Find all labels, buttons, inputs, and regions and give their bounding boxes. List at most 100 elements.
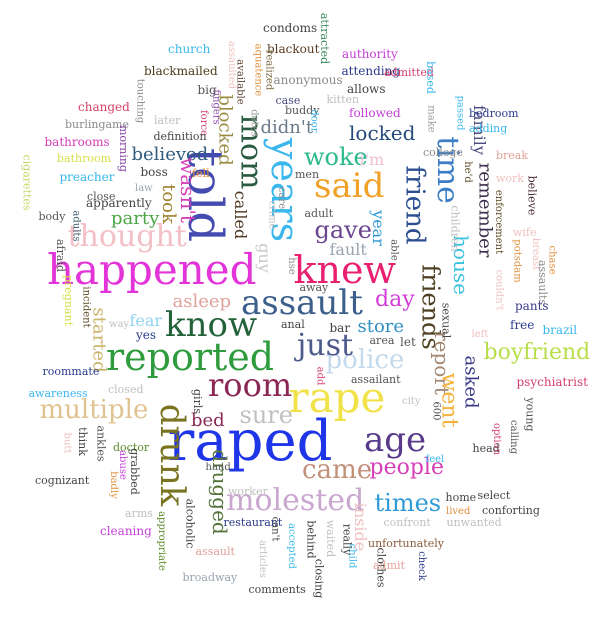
word-articles: articles — [256, 540, 268, 578]
word-bed: bed — [191, 410, 225, 431]
word-badly: badly — [107, 471, 119, 499]
word-followed: followed — [349, 106, 401, 120]
word-kitten: kitten — [326, 92, 360, 106]
word-law: law — [135, 183, 153, 194]
word-party: party — [111, 208, 160, 229]
word-incident: incident — [80, 286, 92, 328]
word-allows: allows — [347, 82, 386, 96]
word-unfortunately: unfortunately — [368, 536, 444, 550]
word-people: people — [369, 455, 445, 480]
word-raped: raped — [167, 409, 333, 474]
word-morning: morning — [116, 124, 130, 172]
word-men: men — [295, 167, 320, 181]
word-locked: locked — [349, 121, 416, 145]
word-afraid: afraid — [53, 238, 67, 272]
word-adding: adding — [469, 121, 508, 135]
word-yes: yes — [136, 328, 157, 342]
word-believed: believed — [131, 144, 209, 165]
word-aquatence: aquatence — [251, 43, 263, 97]
word-adults: adults — [70, 210, 82, 242]
word-cleaning: cleaning — [100, 524, 152, 538]
word-behind: behind — [304, 519, 318, 559]
word-check: check — [415, 551, 427, 581]
word-changed: changed — [78, 100, 130, 114]
word-brazil: brazil — [542, 323, 578, 337]
word-authority: authority — [342, 47, 398, 61]
word-confront: confront — [383, 515, 431, 529]
word-grabbed: grabbed — [127, 447, 141, 495]
word-potsdam: potsdam — [511, 239, 523, 283]
word-close: close — [87, 189, 116, 203]
word-college: college — [423, 145, 463, 159]
word-thought: thought — [67, 219, 187, 254]
word-store: store — [357, 316, 405, 337]
word-select: select — [477, 488, 511, 502]
word-preacher: preacher — [59, 170, 115, 184]
word-said: said — [314, 166, 385, 206]
word-burlingame: burlingame — [65, 117, 130, 131]
word-body: body — [38, 209, 66, 223]
word-hed: he'd — [461, 161, 473, 183]
word-city: city — [402, 396, 421, 407]
word-blackout: blackout — [267, 42, 320, 56]
word-definition: definition — [153, 129, 207, 143]
word-way: way — [109, 319, 130, 330]
word-break: break — [496, 148, 529, 162]
word-cognizant: cognizant — [35, 473, 90, 487]
word-sexual: sexual — [439, 302, 453, 338]
word-lived: lived — [446, 506, 471, 517]
word-unwanted: unwanted — [446, 515, 502, 529]
word-apparently: apparently — [86, 196, 152, 210]
word-age: age — [364, 420, 427, 460]
word-calling: calling — [508, 420, 519, 454]
word-add: add — [313, 366, 325, 386]
word-molested: molested — [226, 483, 365, 518]
word-pregnant: pregnant — [61, 274, 75, 326]
word-care: care — [276, 186, 288, 210]
word-know: know — [165, 305, 258, 345]
word-ankles: ankles — [94, 425, 108, 461]
word-just: just — [297, 328, 354, 363]
word-home: home — [445, 490, 477, 504]
word-boss: boss — [140, 165, 168, 179]
word-restaurant: restaurant — [223, 515, 283, 529]
word-fear: fear — [129, 311, 163, 330]
word-called: called — [231, 190, 251, 240]
word-waited: waited — [323, 519, 337, 557]
word-work: work — [496, 171, 524, 185]
word-assault: assault — [241, 283, 363, 323]
word-cant: can't — [268, 516, 280, 542]
word-times: times — [374, 489, 442, 517]
word-arms: arms — [125, 506, 153, 520]
word-assaults: assaults — [535, 259, 549, 305]
word-friend: friend — [399, 165, 430, 245]
word-conforting: conforting — [482, 503, 540, 517]
word-cigarettes: cigarettes — [20, 153, 34, 211]
word-feel: feel — [425, 454, 445, 465]
word-psychiatrist: psychiatrist — [516, 375, 588, 389]
word-bathrooms: bathrooms — [44, 135, 110, 149]
word-attending: attending — [341, 64, 401, 78]
word-didnt: didn't — [260, 117, 314, 138]
word-fell: fell — [192, 166, 210, 180]
word-took: took — [157, 184, 179, 224]
word-six00: 600 — [430, 401, 442, 421]
word-available: available — [234, 59, 246, 105]
word-believe: believe — [525, 175, 539, 215]
word-fault: fault — [329, 240, 367, 259]
word-assault_small: assault — [195, 544, 235, 558]
word-day: day — [375, 287, 415, 312]
word-im: i'm — [359, 150, 385, 169]
word-sure: sure — [239, 401, 293, 429]
word-admit: admit — [373, 558, 405, 572]
word-realized: realized — [262, 49, 274, 91]
word-asked: asked — [460, 355, 482, 409]
word-attracted: attracted — [317, 12, 331, 64]
word-enforcement: enforcement — [493, 189, 505, 255]
word-wife: wife — [513, 225, 537, 239]
word-case: case — [275, 93, 301, 107]
word-asleep: asleep — [172, 291, 232, 312]
word-came: came — [302, 455, 373, 485]
word-worker: worker — [228, 484, 268, 498]
word-reported: reported — [106, 335, 275, 379]
